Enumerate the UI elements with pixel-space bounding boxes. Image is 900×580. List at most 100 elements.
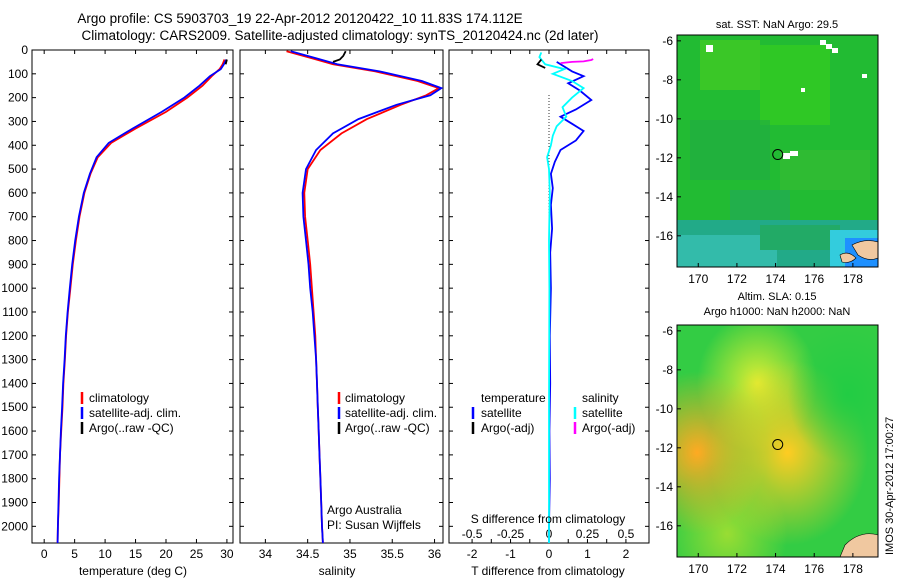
series-line — [332, 50, 347, 63]
salinity-panel-frame — [239, 49, 444, 544]
map-y-tick-label: -14 — [656, 190, 674, 204]
difference-s-label: S difference from climatology — [471, 512, 626, 526]
legend-t-satellite-label: satellite — [481, 406, 522, 420]
depth-tick-label: 1800 — [1, 472, 28, 486]
s-tick-label: 0.25 — [576, 527, 600, 541]
sla-float-marker — [772, 439, 784, 451]
legend-t-argo-label: Argo(-adj) — [481, 421, 534, 435]
legend-climatology-label: climatology — [89, 391, 149, 405]
legend-argo-label: Argo(..raw -QC) — [345, 421, 430, 435]
depth-tick-label: 1700 — [1, 448, 28, 462]
map-x-tick-label: 170 — [688, 272, 708, 286]
depth-tick-label: 0 — [21, 43, 28, 57]
depth-tick-label: 300 — [8, 114, 28, 128]
figure-title-line1: Argo profile: CS 5903703_19 22-Apr-2012 … — [77, 11, 522, 26]
x-tick-label: 34 — [259, 547, 273, 561]
depth-tick-label: 1300 — [1, 353, 28, 367]
temperature-series — [56, 59, 228, 543]
x-tick-label: 5 — [71, 547, 78, 561]
figure-title-line2: Climatology: CARS2009. Satellite-adjuste… — [81, 28, 598, 43]
sst-map — [677, 35, 878, 267]
depth-tick-label: 600 — [8, 186, 28, 200]
sla-map-frame — [676, 324, 879, 558]
map-x-tick-label: 176 — [804, 562, 824, 576]
map-x-tick-label: 174 — [766, 272, 786, 286]
legend-satellite-label: satellite-adj. clim. — [89, 406, 181, 420]
depth-tick-label: 500 — [8, 162, 28, 176]
series-line — [538, 52, 586, 543]
difference-x-label: T difference from climatology — [471, 564, 625, 578]
depth-tick-label: 700 — [8, 210, 28, 224]
temperature-panel-frame — [31, 49, 234, 544]
x-tick-label: 20 — [159, 547, 173, 561]
map-y-tick-label: -6 — [662, 324, 673, 338]
series-line — [224, 59, 228, 65]
x-tick-label: 1 — [584, 547, 591, 561]
depth-tick-label: 200 — [8, 91, 28, 105]
depth-tick-label: 800 — [8, 234, 28, 248]
map-y-tick-label: -8 — [662, 363, 673, 377]
depth-tick-label: 1100 — [2, 305, 28, 319]
map-x-tick-label: 174 — [766, 562, 786, 576]
map-x-tick-label: 172 — [727, 562, 747, 576]
depth-tick-label: 1600 — [1, 424, 28, 438]
depth-tick-label: 1000 — [1, 281, 28, 295]
x-tick-label: 35.5 — [381, 547, 405, 561]
series-line — [56, 59, 228, 543]
map-x-tick-label: 178 — [843, 562, 863, 576]
depth-tick-label: 400 — [8, 138, 28, 152]
depth-tick-label: 900 — [8, 257, 28, 271]
legend-satellite-label: satellite-adj. clim. — [345, 406, 437, 420]
map-x-tick-label: 172 — [727, 272, 747, 286]
depth-tick-label: 100 — [8, 67, 28, 81]
x-tick-label: 10 — [98, 547, 112, 561]
legend-argo-label: Argo(..raw -QC) — [89, 421, 174, 435]
difference-legend-salinity: salinity satellite Argo(-adj) — [573, 391, 635, 435]
sst-float-marker — [772, 149, 784, 161]
salinity-x-label: salinity — [319, 564, 356, 578]
salinity-x-axis: 34 34.5 35 35.5 36 — [259, 50, 442, 561]
x-tick-label: 30 — [220, 547, 234, 561]
map-x-tick-label: 176 — [804, 272, 824, 286]
depth-axis: 0 100 200 300 400 500 600 700 800 900 1000 1100 1200… — [1, 43, 649, 533]
salinity-series — [286, 50, 443, 543]
salinity-annotation-line1: Argo Australia — [327, 503, 402, 517]
temperature-x-axis: 0 5 10 15 20 25 30 — [41, 50, 234, 561]
map-x-tick-label: 178 — [843, 272, 863, 286]
s-tick-label: -0.5 — [462, 527, 483, 541]
depth-tick-label: 1200 — [1, 329, 28, 343]
temperature-x-label: temperature (deg C) — [79, 564, 187, 578]
series-line — [560, 58, 594, 64]
x-tick-label: 25 — [190, 547, 204, 561]
series-line — [536, 58, 546, 69]
s-tick-label: 0.5 — [618, 527, 635, 541]
s-tick-label: -0.25 — [497, 527, 525, 541]
footer-credit: IMOS 30-Apr-2012 17:00:27 — [884, 417, 896, 555]
sla-map-title-line2: Argo h1000: NaN h2000: NaN — [704, 306, 851, 318]
x-tick-label: 35 — [343, 547, 357, 561]
legend-climatology-label: climatology — [345, 391, 405, 405]
x-tick-label: 34.5 — [296, 547, 320, 561]
map-y-tick-label: -14 — [656, 480, 674, 494]
map-x-tick-label: 170 — [688, 562, 708, 576]
x-tick-label: 15 — [129, 547, 143, 561]
sla-map-title-line1: Altim. SLA: 0.15 — [738, 291, 817, 303]
salinity-legend: climatology satellite-adj. clim. Argo(..… — [337, 391, 437, 435]
sst-map-frame — [676, 34, 879, 268]
difference-legend-temperature: temperature satellite Argo(-adj) — [471, 391, 546, 435]
difference-series — [536, 52, 594, 543]
legend-t-title: temperature — [481, 391, 546, 405]
map-y-tick-label: -6 — [662, 34, 673, 48]
sla-map — [677, 325, 878, 557]
map-y-tick-label: -12 — [656, 151, 674, 165]
x-tick-label: 0 — [546, 547, 553, 561]
x-tick-label: 2 — [623, 547, 630, 561]
map-y-tick-label: -10 — [656, 112, 674, 126]
map-y-tick-label: -10 — [656, 402, 674, 416]
sla-map-axes: 170 172 174 176 178 -6 -8 -10 -12 -14 -16 — [656, 324, 864, 576]
legend-s-satellite-label: satellite — [582, 406, 623, 420]
series-line — [290, 50, 443, 543]
map-y-tick-label: -12 — [656, 441, 674, 455]
salinity-annotation-line2: PI: Susan Wijffels — [327, 518, 421, 532]
